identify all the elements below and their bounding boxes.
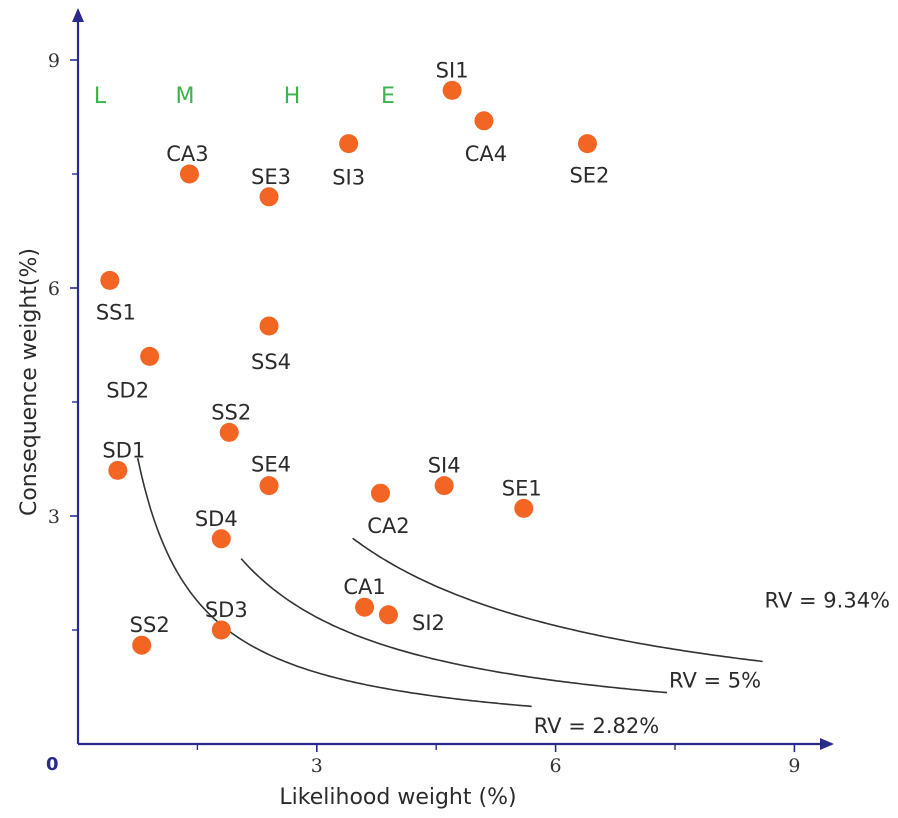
risk-curve-label: RV = 2.82%	[534, 714, 659, 738]
data-point-label: SD4	[195, 507, 238, 531]
axes: 0 Likelihood weight (%) Consequence weig…	[17, 8, 834, 810]
data-point-label: SS4	[251, 350, 291, 374]
data-point-label: SE2	[569, 164, 609, 188]
data-point-label: SI1	[436, 58, 469, 82]
y-axis-title: Consequence weight(%)	[17, 248, 42, 516]
data-point	[219, 422, 239, 442]
data-point	[355, 597, 375, 617]
data-point-label: SI2	[412, 611, 445, 635]
axis-ticks: 3 6 9 3 6 9	[48, 50, 801, 777]
x-tick-label: 6	[550, 755, 562, 777]
data-point-label: CA3	[166, 142, 208, 166]
data-point	[179, 164, 199, 184]
zone-label: M	[176, 84, 195, 109]
data-point	[211, 620, 231, 640]
data-point	[259, 476, 279, 496]
data-point	[442, 80, 462, 100]
data-point-label: SS2	[130, 613, 170, 637]
data-point	[339, 134, 359, 154]
data-point-label: SE1	[502, 476, 542, 500]
data-point	[259, 187, 279, 207]
data-point	[514, 498, 534, 518]
risk-curve	[240, 558, 668, 694]
data-points: SI1 CA4 SE2 SI3 CA3 SE3 SS1 SS4 SD2 SS2 SD1 SE4 CA2 S…	[96, 58, 609, 655]
x-tick-label: 3	[311, 755, 323, 777]
data-point	[434, 476, 454, 496]
zone-label: L	[94, 84, 107, 109]
data-point	[474, 111, 494, 131]
data-point	[140, 346, 160, 366]
risk-curve-label: RV = 5%	[669, 668, 761, 692]
data-point	[132, 635, 152, 655]
risk-curve	[352, 537, 763, 663]
zone-label: E	[381, 84, 395, 109]
data-point-label: CA1	[343, 575, 385, 599]
y-tick-label: 9	[48, 50, 60, 72]
data-point-label: SS1	[96, 300, 136, 324]
data-point-label: SE4	[251, 453, 291, 477]
x-tick-label: 9	[788, 755, 800, 777]
data-point	[577, 134, 597, 154]
zone-label: H	[284, 84, 301, 109]
y-tick-label: 6	[48, 278, 60, 300]
data-point-label: SS2	[211, 400, 251, 424]
data-point	[100, 270, 120, 290]
data-point	[259, 316, 279, 336]
data-point-label: SE3	[251, 165, 291, 189]
data-point	[378, 605, 398, 625]
data-point-label: SI3	[332, 166, 365, 190]
data-point	[211, 529, 231, 549]
data-point-label: CA2	[367, 514, 409, 538]
risk-curve	[136, 458, 532, 708]
origin-label: 0	[46, 754, 59, 775]
x-axis-title: Likelihood weight (%)	[279, 785, 516, 810]
data-point-label: SD2	[106, 378, 149, 402]
data-point-label: SD1	[102, 438, 145, 462]
risk-curves: RV = 2.82% RV = 5% RV = 9.34%	[136, 458, 890, 738]
y-tick-label: 3	[48, 506, 60, 528]
data-point-label: SD3	[205, 598, 248, 622]
data-point	[108, 460, 128, 480]
data-point	[370, 483, 390, 503]
data-point-label: SI4	[428, 454, 461, 478]
data-point-label: CA4	[465, 142, 507, 166]
risk-curve-label: RV = 9.34%	[765, 589, 890, 613]
